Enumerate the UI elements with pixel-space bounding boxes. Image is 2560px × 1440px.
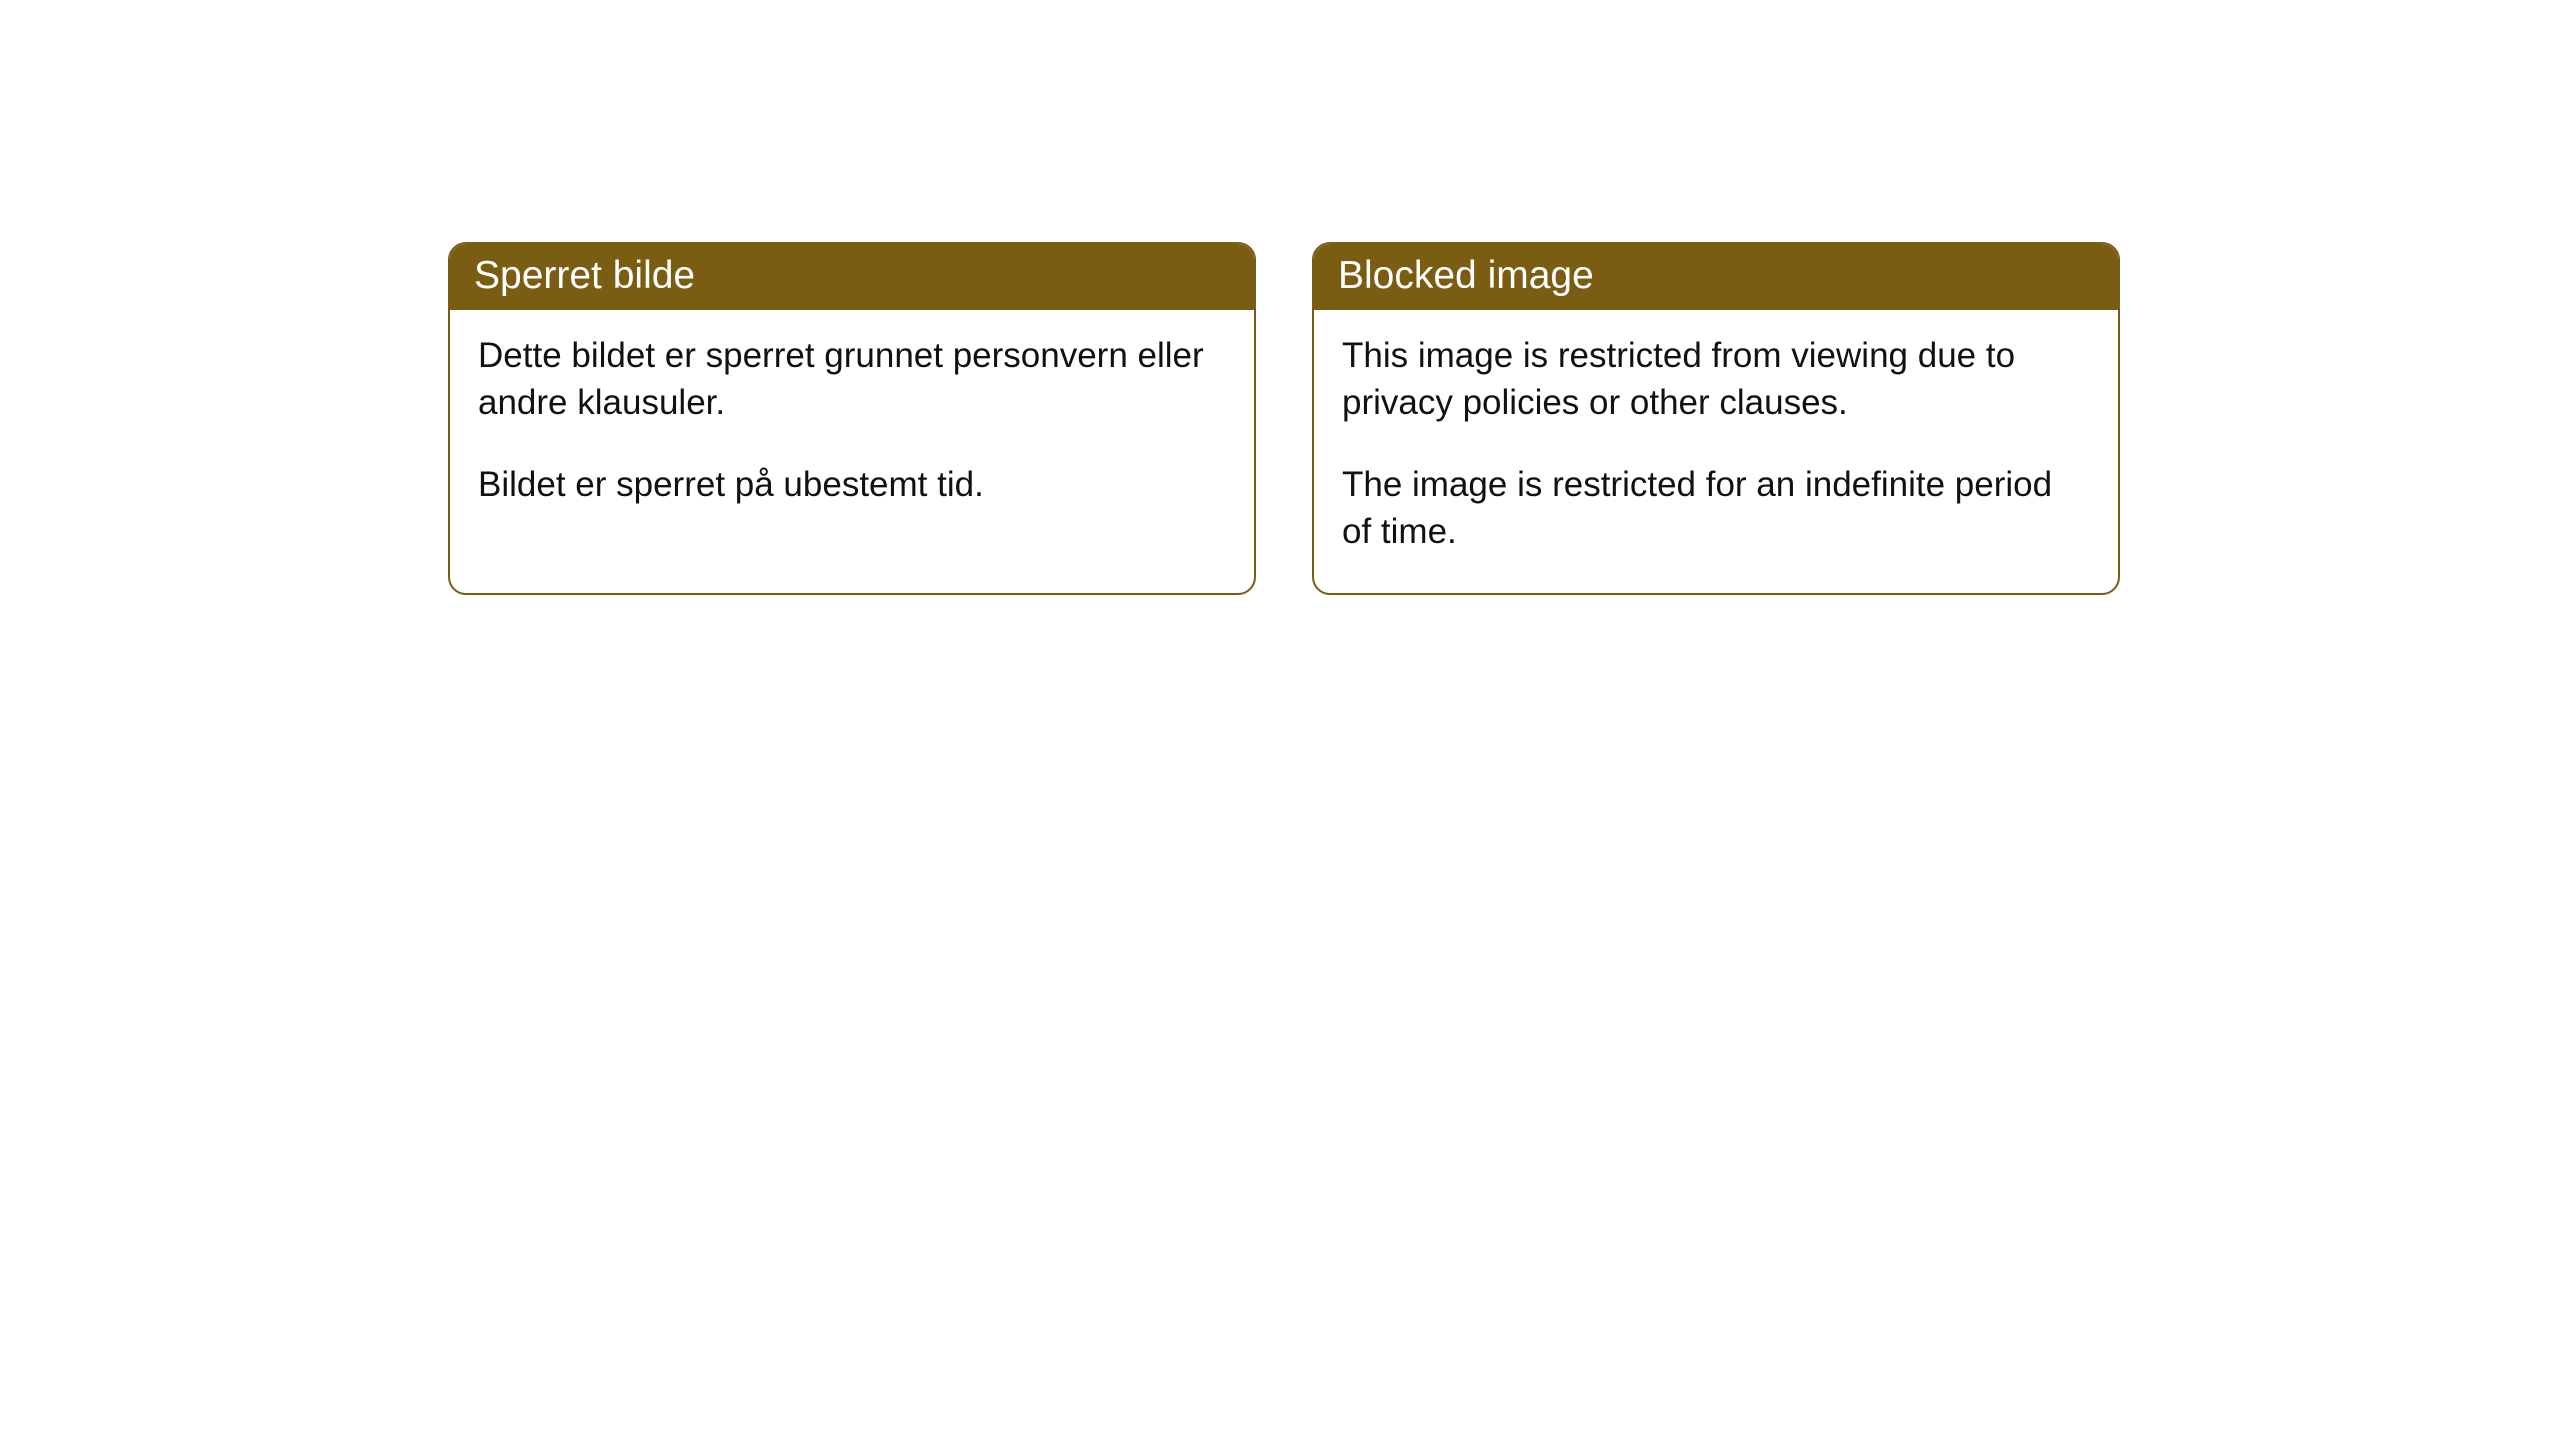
- card-text-english-2: The image is restricted for an indefinit…: [1342, 461, 2090, 556]
- card-body-norwegian: Dette bildet er sperret grunnet personve…: [450, 310, 1254, 546]
- card-header-norwegian: Sperret bilde: [450, 244, 1254, 310]
- blocked-image-card-norwegian: Sperret bilde Dette bildet er sperret gr…: [448, 242, 1256, 595]
- blocked-image-card-english: Blocked image This image is restricted f…: [1312, 242, 2120, 595]
- card-text-norwegian-2: Bildet er sperret på ubestemt tid.: [478, 461, 1226, 508]
- card-text-norwegian-1: Dette bildet er sperret grunnet personve…: [478, 332, 1226, 427]
- card-body-english: This image is restricted from viewing du…: [1314, 310, 2118, 593]
- card-header-english: Blocked image: [1314, 244, 2118, 310]
- notice-cards-container: Sperret bilde Dette bildet er sperret gr…: [448, 242, 2120, 595]
- card-text-english-1: This image is restricted from viewing du…: [1342, 332, 2090, 427]
